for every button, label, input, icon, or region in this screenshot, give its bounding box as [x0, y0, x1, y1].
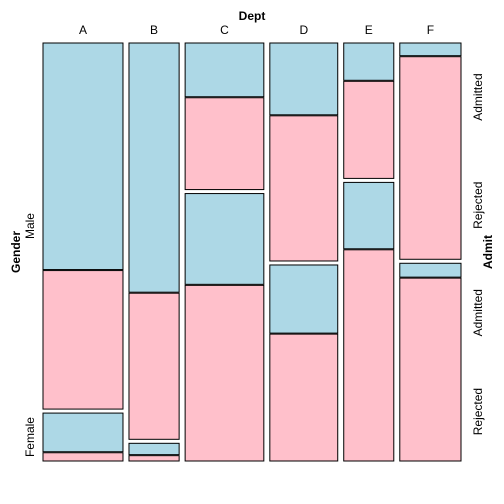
tile-d-female-rejected [269, 333, 339, 462]
tile-e-female-rejected [343, 249, 395, 462]
tile-b-male-rejected [128, 292, 180, 440]
gender-labels: Male Female [23, 213, 37, 457]
admit-label-rejected-male: Rejected [471, 182, 485, 229]
y-variable-title: Gender [9, 231, 23, 273]
dept-labels: A B C D E F [79, 23, 434, 37]
admit-label-admitted-male: Admitted [471, 73, 485, 120]
tile-d-female-admitted [269, 264, 339, 334]
tile-e-female-admitted [343, 181, 395, 250]
tile-b-female-rejected [128, 455, 180, 462]
tile-c-female-admitted [184, 193, 265, 285]
mosaic-tiles [42, 42, 462, 462]
tile-f-male-rejected [399, 56, 462, 260]
tile-c-male-admitted [184, 42, 265, 98]
admit-label-admitted-female: Admitted [471, 289, 485, 336]
dept-label-e: E [365, 23, 373, 37]
tile-e-male-rejected [343, 80, 395, 179]
tile-c-female-rejected [184, 284, 265, 462]
admit-label-rejected-female: Rejected [471, 388, 485, 435]
dept-label-a: A [79, 23, 87, 37]
dept-label-d: D [299, 23, 308, 37]
gender-label-male: Male [23, 213, 37, 239]
tile-f-female-admitted [399, 262, 462, 278]
tile-d-male-admitted [269, 42, 339, 116]
dept-label-c: C [220, 23, 229, 37]
dept-label-f: F [427, 23, 434, 37]
tile-f-male-admitted [399, 42, 462, 57]
tile-d-male-rejected [269, 115, 339, 262]
dept-label-b: B [150, 23, 158, 37]
tile-a-female-admitted [42, 412, 124, 453]
tile-c-male-rejected [184, 97, 265, 191]
tile-f-female-rejected [399, 277, 462, 462]
tile-b-female-admitted [128, 442, 180, 456]
tile-a-female-rejected [42, 452, 124, 462]
right-variable-title: Admit [481, 235, 495, 269]
tile-b-male-admitted [128, 42, 180, 293]
gender-label-female: Female [23, 417, 37, 457]
tile-a-male-rejected [42, 270, 124, 410]
tile-e-male-admitted [343, 42, 395, 81]
tile-a-male-admitted [42, 42, 124, 271]
admit-labels: Admitted Rejected Admitted Rejected [471, 73, 485, 435]
x-variable-title: Dept [239, 9, 266, 23]
